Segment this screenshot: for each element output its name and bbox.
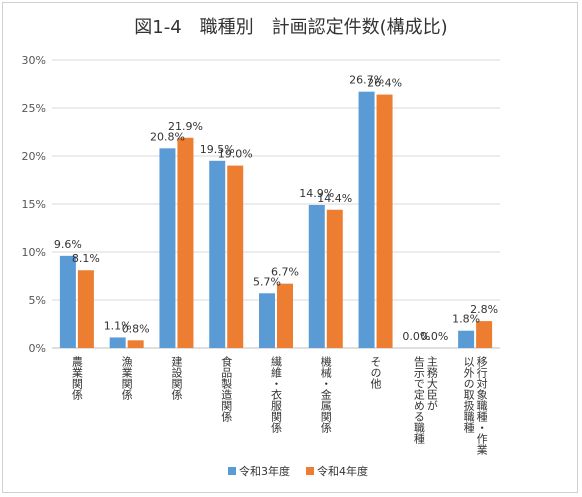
bar bbox=[277, 283, 293, 348]
data-label: 8.1% bbox=[72, 252, 100, 265]
data-label: 9.6% bbox=[54, 238, 82, 251]
bar bbox=[326, 209, 343, 348]
y-tick-label: 5% bbox=[29, 294, 46, 307]
bar bbox=[458, 330, 475, 348]
legend-swatch bbox=[228, 467, 236, 475]
bar bbox=[59, 255, 76, 348]
bar bbox=[227, 165, 244, 348]
bar bbox=[109, 337, 126, 348]
bar bbox=[358, 91, 375, 349]
category-label: 移行対象職種・作業 bbox=[475, 356, 488, 455]
legend-label: 令和3年度 bbox=[239, 464, 290, 478]
category-label: 建設関係 bbox=[170, 355, 183, 401]
bar bbox=[159, 148, 176, 348]
chart-title: 図1-4 職種別 計画認定件数(構成比) bbox=[134, 17, 447, 38]
data-label: 20.8% bbox=[150, 130, 185, 143]
bars bbox=[59, 91, 493, 349]
data-label: 5.7% bbox=[253, 275, 281, 288]
y-tick-label: 0% bbox=[29, 342, 46, 355]
data-label: 1.8% bbox=[452, 313, 480, 326]
category-label: 農業関係 bbox=[70, 355, 83, 401]
data-label: 26.4% bbox=[367, 77, 402, 90]
data-label: 0.8% bbox=[122, 322, 150, 335]
data-label: 19.0% bbox=[218, 148, 253, 161]
category-label: 食品製造関係 bbox=[220, 355, 233, 423]
data-label: 6.7% bbox=[271, 266, 299, 279]
y-tick-label: 25% bbox=[22, 102, 46, 115]
y-axis-ticks: 0% 5% 10% 15% 20% 25% 30% bbox=[22, 54, 46, 355]
bar bbox=[308, 204, 325, 348]
category-label: 機械・金属関係 bbox=[319, 355, 332, 434]
data-label: 0.0% bbox=[402, 330, 430, 343]
bar bbox=[476, 321, 493, 348]
data-label: 19.5% bbox=[200, 143, 235, 156]
bar bbox=[259, 293, 275, 348]
bar bbox=[376, 94, 393, 348]
y-tick-label: 30% bbox=[22, 54, 46, 67]
data-label: 21.9% bbox=[168, 120, 203, 133]
data-label: 14.9% bbox=[299, 187, 334, 200]
category-label: 以外の取扱職種 bbox=[462, 356, 475, 433]
category-label: 繊維・衣服関係 bbox=[270, 356, 283, 434]
bar bbox=[127, 340, 144, 348]
data-label: 2.8% bbox=[470, 303, 498, 316]
x-axis-categories: 農業関係 漁業関係 建設関係 食品製造関係 繊維・衣服関係 機械・金属関係 その他 主務大臣が… bbox=[70, 355, 488, 455]
data-labels: 9.6%8.1% 1.1%0.8% 20.8%21.9% 19.5%19.0% 5.7%… bbox=[54, 74, 498, 343]
data-label: 0.0% bbox=[420, 330, 448, 343]
y-tick-label: 10% bbox=[22, 246, 46, 259]
legend-label: 令和4年度 bbox=[317, 464, 368, 478]
gridlines bbox=[52, 59, 500, 349]
chart-frame bbox=[2, 2, 578, 493]
legend: 令和3年度 令和4年度 bbox=[228, 464, 368, 478]
bar bbox=[209, 160, 226, 348]
legend-swatch bbox=[306, 467, 314, 475]
y-tick-label: 20% bbox=[22, 150, 46, 163]
bar bbox=[177, 137, 194, 348]
data-label: 26.7% bbox=[349, 74, 384, 87]
bar bbox=[77, 270, 94, 348]
data-label: 14.4% bbox=[317, 192, 352, 205]
y-tick-label: 15% bbox=[22, 198, 46, 211]
category-label: 漁業関係 bbox=[120, 355, 133, 401]
category-label: その他 bbox=[369, 356, 382, 389]
data-label: 1.1% bbox=[104, 319, 132, 332]
category-label: 告示で定める職種 bbox=[412, 356, 425, 444]
category-label: 主務大臣が bbox=[425, 356, 438, 411]
